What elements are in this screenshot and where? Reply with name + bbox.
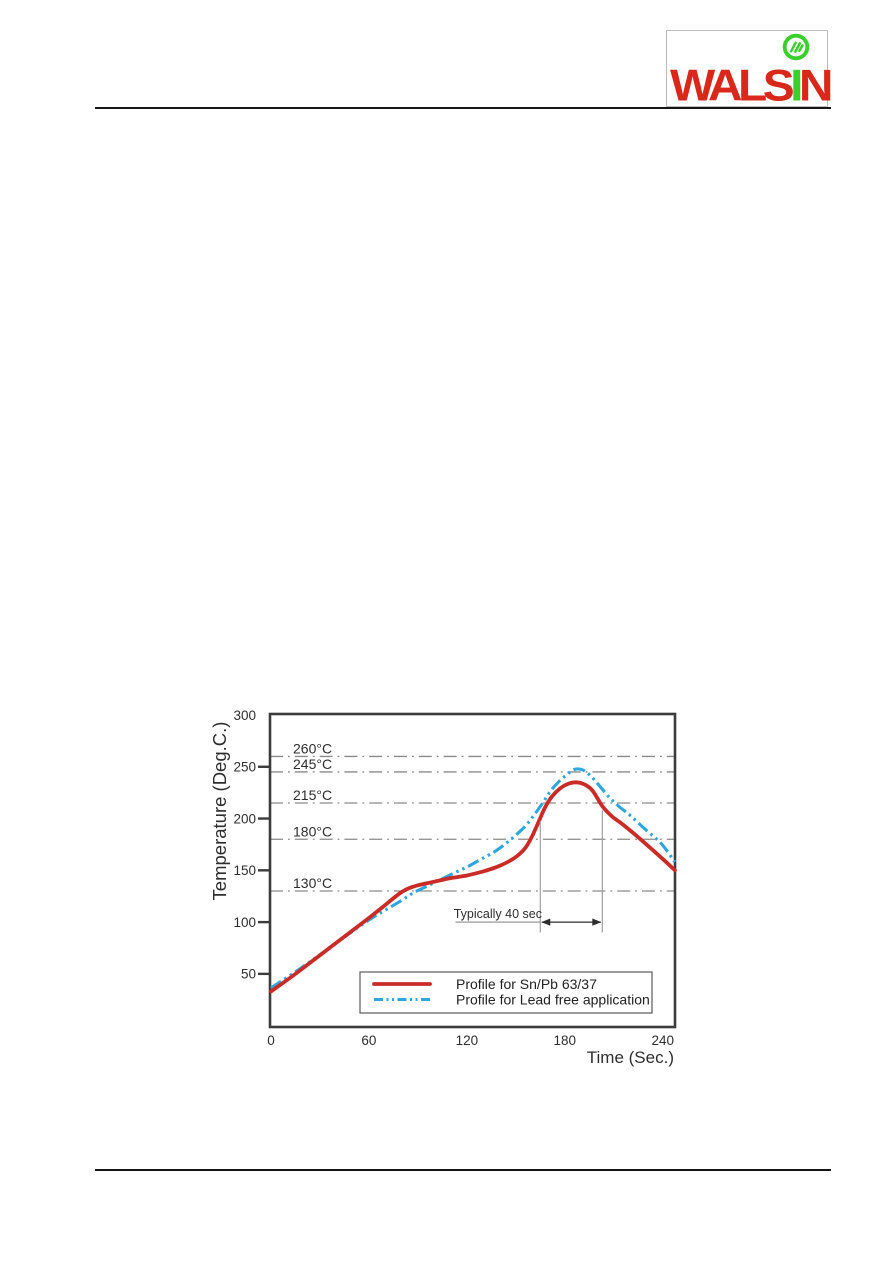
y-tick-label-100: 100	[233, 915, 256, 930]
wordmark-n: N	[798, 60, 834, 110]
x-tick-label-240: 240	[651, 1033, 674, 1048]
walsin-logo-mark-icon	[781, 32, 811, 62]
legend-label-sn-pb: Profile for Sn/Pb 63/37	[456, 976, 597, 992]
annotation-text: Typically 40 sec	[454, 907, 542, 921]
ref-line-label-180: 180°C	[293, 823, 332, 839]
ref-line-label-130: 130°C	[293, 875, 332, 891]
x-tick-label-180: 180	[554, 1033, 577, 1048]
wordmark-wals: WALS	[670, 60, 795, 110]
curve-lead-free-application	[270, 767, 677, 990]
y-axis-label: Temperature (Deg.C.)	[209, 722, 230, 901]
header-rule	[95, 107, 831, 109]
x-tick-label-0: 0	[267, 1033, 275, 1048]
y-tick-label-50: 50	[241, 967, 256, 982]
annotation-arrowhead-right	[592, 918, 602, 926]
reflow-profile-chart: 260°C 245°C 215°C 180°C 130°C 50 100 150 200 250 3…	[190, 690, 710, 1080]
y-tick-label-250: 250	[233, 760, 256, 775]
walsin-logo-wordmark: WALSIN	[670, 60, 834, 110]
legend-box	[359, 971, 653, 1014]
footer-rule	[95, 1169, 831, 1171]
x-tick-label-120: 120	[456, 1033, 479, 1048]
walsin-logo: WALSIN	[666, 30, 834, 110]
y-tick-label-150: 150	[233, 863, 256, 878]
ref-line-label-215: 215°C	[293, 787, 332, 803]
annotation-arrowhead-left	[541, 918, 551, 926]
x-axis-label: Time (Sec.)	[587, 1048, 674, 1067]
legend-label-lead-free: Profile for Lead free application	[456, 992, 650, 1008]
ref-line-label-245: 245°C	[293, 756, 332, 772]
x-tick-label-60: 60	[361, 1033, 376, 1048]
y-tick-label-300: 300	[233, 708, 256, 723]
curve-sn-pb-63-37	[269, 780, 677, 994]
y-tick-label-200: 200	[233, 811, 256, 826]
ref-line-label-260: 260°C	[293, 740, 332, 756]
